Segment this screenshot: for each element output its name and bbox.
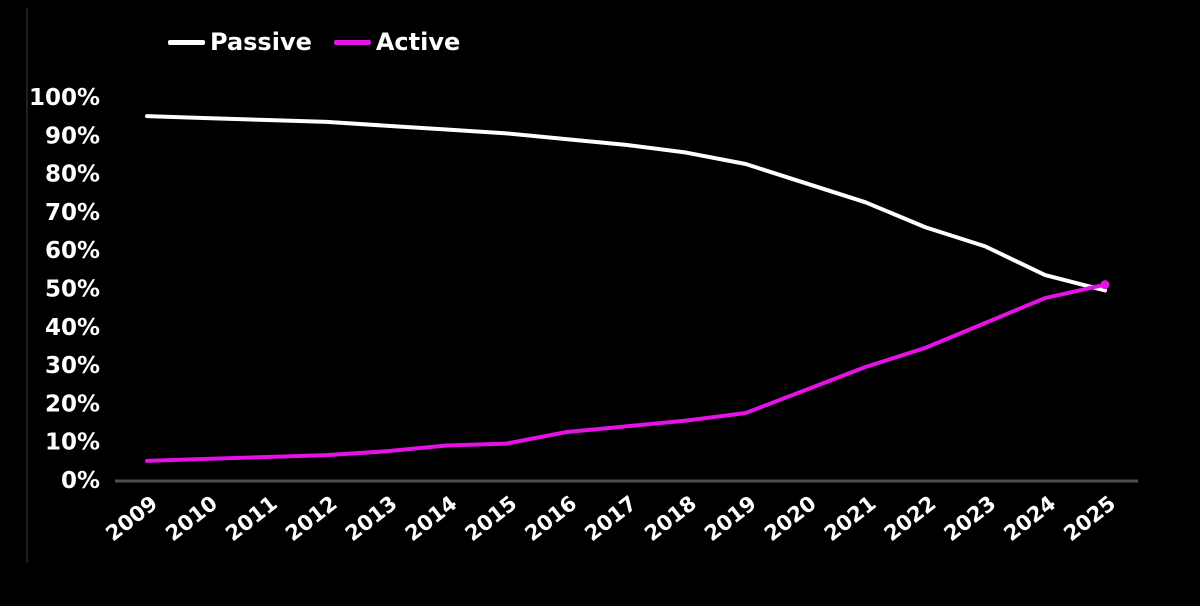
chart-series-lines [145,114,1110,463]
y-tick-label: 10% [45,430,100,456]
chart-legend: Passive Active [168,30,460,54]
passive-line-swatch [168,39,205,45]
legend-item-passive: Passive [168,30,312,54]
y-tick-label: 30% [45,353,100,379]
legend-label-active: Active [375,28,461,56]
x-tick-label: 2009 [101,491,162,546]
series-line-active [145,282,1107,463]
x-tick-label: 2011 [221,491,282,546]
x-tick-label: 2022 [880,491,941,546]
y-tick-label: 100% [29,85,100,111]
x-axis-tick-labels: 2009 2010 2011 2012 2013 2014 2015 2016 2017 2018… [101,491,1120,546]
legend-label-passive: Passive [210,28,312,56]
x-tick-label: 2025 [1059,491,1120,546]
x-tick-label: 2019 [700,491,761,546]
x-tick-label: 2018 [640,491,701,546]
series-line-passive [145,114,1107,293]
y-tick-label: 90% [45,123,100,149]
x-tick-label: 2024 [999,491,1060,546]
y-tick-label: 80% [45,162,100,188]
x-tick-label: 2017 [580,491,641,546]
x-tick-label: 2014 [401,491,462,546]
x-tick-label: 2010 [161,491,222,546]
y-tick-label: 50% [45,277,100,303]
y-tick-label: 60% [45,238,100,264]
x-tick-label: 2023 [939,491,1000,546]
series-end-marker-active [1100,280,1110,290]
x-tick-label: 2015 [460,491,521,546]
y-tick-label: 0% [61,468,100,494]
y-tick-label: 40% [45,315,100,341]
x-tick-label: 2021 [820,491,881,546]
x-tick-label: 2016 [520,491,581,546]
x-tick-label: 2013 [341,491,402,546]
x-tick-label: 2012 [281,491,342,546]
legend-item-active: Active [333,28,461,56]
y-tick-label: 70% [45,200,100,226]
y-tick-label: 20% [45,391,100,417]
active-line-swatch [333,39,371,45]
x-tick-label: 2020 [760,491,821,546]
y-axis-tick-labels: 0% 10% 20% 30% 40% 50% 60% 70% 80% 90% 100% [29,85,100,494]
